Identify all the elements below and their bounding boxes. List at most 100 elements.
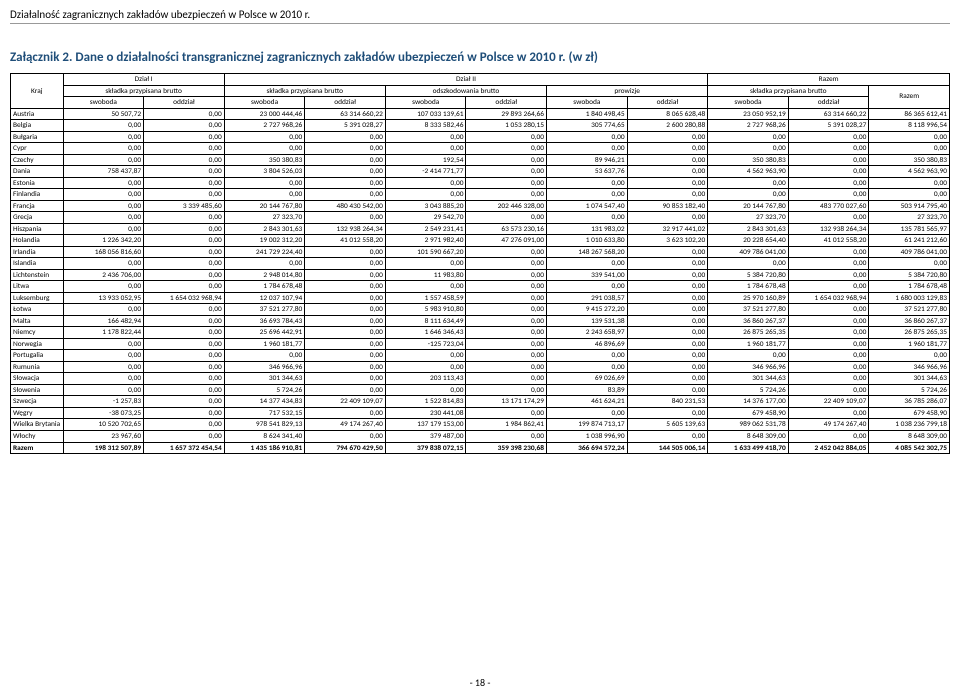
cell-value: 0,00 bbox=[305, 166, 386, 178]
cell-value: 8 111 634,49 bbox=[385, 315, 466, 327]
cell-value: 0,00 bbox=[627, 304, 708, 316]
cell-value: 0,00 bbox=[627, 430, 708, 442]
cell-value: -125 723,04 bbox=[385, 338, 466, 350]
cell-value: 305 774,65 bbox=[547, 120, 628, 132]
cell-value: 132 938 264,34 bbox=[305, 223, 386, 235]
table-row: Lichtenstein2 436 706,000,002 948 014,80… bbox=[11, 269, 950, 281]
cell-value: 0,00 bbox=[224, 189, 305, 201]
table-row: Grecja0,000,0027 323,700,0029 542,700,00… bbox=[11, 212, 950, 224]
th-dzial-i: Dział I bbox=[63, 74, 224, 86]
cell-value: 3 623 102,20 bbox=[627, 235, 708, 247]
cell-value: 0,00 bbox=[385, 281, 466, 293]
cell-value: 346 966,96 bbox=[708, 361, 789, 373]
cell-value: 0,00 bbox=[144, 189, 225, 201]
cell-value: 0,00 bbox=[305, 315, 386, 327]
cell-country: Wielka Brytania bbox=[11, 419, 64, 431]
table-row: Irlandia168 056 816,600,00241 729 224,40… bbox=[11, 246, 950, 258]
cell-value: 0,00 bbox=[788, 258, 869, 270]
cell-value: 137 179 153,00 bbox=[385, 419, 466, 431]
table-row: Islandia0,000,000,000,000,000,000,000,00… bbox=[11, 258, 950, 270]
cell-value: 0,00 bbox=[627, 269, 708, 281]
cell-value: 0,00 bbox=[466, 177, 547, 189]
cell-value: -2 414 771,77 bbox=[385, 166, 466, 178]
cell-value: 53 637,76 bbox=[547, 166, 628, 178]
cell-value: 0,00 bbox=[788, 246, 869, 258]
th-razem: Razem bbox=[708, 74, 950, 86]
cell-value: 20 228 654,40 bbox=[708, 235, 789, 247]
cell-value: 758 437,87 bbox=[63, 166, 144, 178]
cell-value: 0,00 bbox=[627, 143, 708, 155]
cell-value: 1 010 633,80 bbox=[547, 235, 628, 247]
cell-value: 2 600 280,88 bbox=[627, 120, 708, 132]
th-swoboda: swoboda bbox=[385, 97, 466, 109]
cell-value: 0,00 bbox=[627, 131, 708, 143]
cell-country: Hiszpania bbox=[11, 223, 64, 235]
cell-value: 0,00 bbox=[144, 166, 225, 178]
cell-value: 69 026,69 bbox=[547, 373, 628, 385]
cell-value: 1 053 280,15 bbox=[466, 120, 547, 132]
cell-value: 0,00 bbox=[869, 131, 950, 143]
table-row: Bułgaria0,000,000,000,000,000,000,000,00… bbox=[11, 131, 950, 143]
cell-value: 0,00 bbox=[627, 350, 708, 362]
table-row: Austria50 507,720,0023 000 444,4663 314 … bbox=[11, 108, 950, 120]
cell-value: 0,00 bbox=[305, 373, 386, 385]
cell-value: 0,00 bbox=[63, 200, 144, 212]
cell-value: 0,00 bbox=[788, 281, 869, 293]
cell-value: 22 409 109,07 bbox=[305, 396, 386, 408]
th-swoboda: swoboda bbox=[547, 97, 628, 109]
cell-value: 63 314 660,22 bbox=[788, 108, 869, 120]
cell-country: Razem bbox=[11, 442, 64, 454]
cell-value: 0,00 bbox=[63, 154, 144, 166]
cell-value: 0,00 bbox=[627, 384, 708, 396]
cell-value: 8 065 628,48 bbox=[627, 108, 708, 120]
table-row: Włochy23 967,600,008 624 341,400,00379 4… bbox=[11, 430, 950, 442]
cell-value: 0,00 bbox=[305, 430, 386, 442]
cell-value: 0,00 bbox=[305, 246, 386, 258]
cell-value: 25 970 160,89 bbox=[708, 292, 789, 304]
cell-value: 23 000 444,46 bbox=[224, 108, 305, 120]
cell-value: 13 933 052,95 bbox=[63, 292, 144, 304]
table-row: Wielka Brytania10 520 702,650,00978 541 … bbox=[11, 419, 950, 431]
cell-value: 1 654 032 968,94 bbox=[788, 292, 869, 304]
cell-value: 135 781 565,97 bbox=[869, 223, 950, 235]
cell-value: 0,00 bbox=[305, 258, 386, 270]
cell-value: 241 729 224,40 bbox=[224, 246, 305, 258]
cell-value: 27 323,70 bbox=[869, 212, 950, 224]
cell-value: 144 505 006,14 bbox=[627, 442, 708, 454]
cell-value: 0,00 bbox=[224, 143, 305, 155]
cell-value: 0,00 bbox=[627, 407, 708, 419]
cell-value: 0,00 bbox=[627, 292, 708, 304]
cell-value: 0,00 bbox=[627, 154, 708, 166]
cell-value: 350 380,83 bbox=[869, 154, 950, 166]
cell-value: 0,00 bbox=[466, 407, 547, 419]
cell-value: 0,00 bbox=[63, 361, 144, 373]
horizontal-rule bbox=[10, 23, 950, 24]
cell-value: 0,00 bbox=[869, 177, 950, 189]
cell-value: 0,00 bbox=[385, 131, 466, 143]
th-swoboda: swoboda bbox=[224, 97, 305, 109]
cell-value: 8 624 341,40 bbox=[224, 430, 305, 442]
cell-value: 0,00 bbox=[708, 350, 789, 362]
cell-country: Grecja bbox=[11, 212, 64, 224]
cell-value: 1 960 181,77 bbox=[224, 338, 305, 350]
cell-value: 5 724,26 bbox=[224, 384, 305, 396]
cell-value: 0,00 bbox=[144, 143, 225, 155]
cell-value: 36 785 286,07 bbox=[869, 396, 950, 408]
cell-value: 2 549 231,41 bbox=[385, 223, 466, 235]
cell-value: 0,00 bbox=[144, 131, 225, 143]
cell-value: 0,00 bbox=[305, 327, 386, 339]
cell-value: 0,00 bbox=[788, 304, 869, 316]
cell-value: 978 541 829,13 bbox=[224, 419, 305, 431]
cell-value: 0,00 bbox=[708, 189, 789, 201]
cell-value: 989 062 531,78 bbox=[708, 419, 789, 431]
cell-value: 0,00 bbox=[144, 327, 225, 339]
cell-country: Rumunia bbox=[11, 361, 64, 373]
cell-value: 0,00 bbox=[627, 373, 708, 385]
cell-value: 0,00 bbox=[144, 419, 225, 431]
cell-value: 5 724,26 bbox=[708, 384, 789, 396]
cell-value: 22 409 109,07 bbox=[788, 396, 869, 408]
cell-value: 3 804 526,03 bbox=[224, 166, 305, 178]
cell-value: 20 144 767,80 bbox=[224, 200, 305, 212]
cell-country: Francja bbox=[11, 200, 64, 212]
cell-value: 0,00 bbox=[144, 120, 225, 132]
